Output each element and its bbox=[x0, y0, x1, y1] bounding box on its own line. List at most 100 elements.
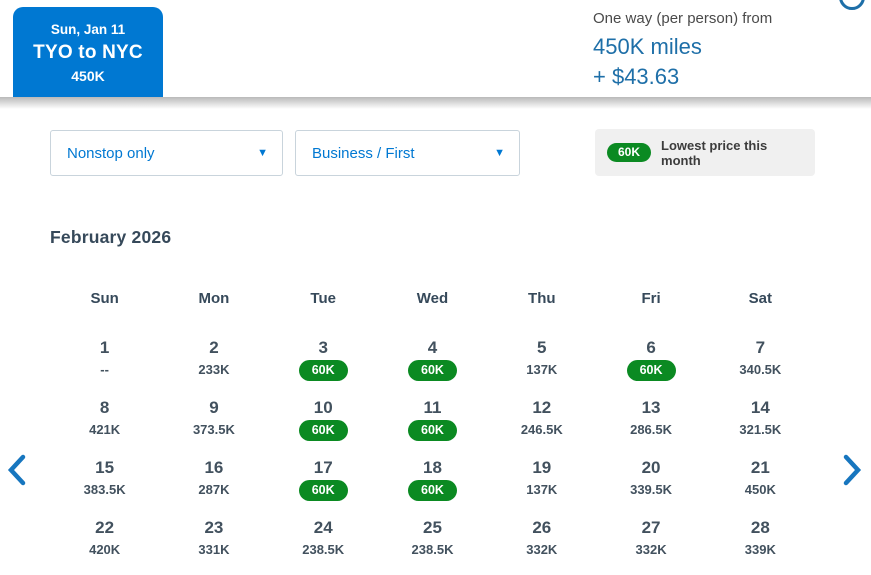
cabin-filter-dropdown[interactable]: Business / First ▼ bbox=[295, 130, 520, 176]
calendar-day-cell[interactable]: 25 238.5K bbox=[378, 517, 487, 575]
fare-taxes-value: + $43.63 bbox=[593, 64, 680, 89]
calendar-day-cell[interactable]: 11 60K bbox=[378, 397, 487, 457]
stops-filter-value: Nonstop only bbox=[67, 144, 155, 162]
header: Sun, Jan 11 TYO to NYC 450K One way (per… bbox=[0, 0, 871, 97]
day-number: 23 bbox=[204, 518, 224, 537]
chevron-down-icon: ▼ bbox=[494, 147, 505, 159]
day-fare: 421K bbox=[89, 422, 121, 437]
calendar-day-cell[interactable]: 27 332K bbox=[596, 517, 705, 575]
stops-filter-dropdown[interactable]: Nonstop only ▼ bbox=[50, 130, 283, 176]
day-fare: 286.5K bbox=[630, 422, 673, 437]
day-fare: 60K bbox=[408, 360, 457, 381]
day-number: 15 bbox=[95, 458, 115, 477]
day-number: 12 bbox=[532, 398, 552, 417]
day-fare: 60K bbox=[298, 480, 348, 501]
day-header-mon: Mon bbox=[198, 290, 230, 307]
day-number: 27 bbox=[641, 518, 661, 537]
day-number: 7 bbox=[755, 338, 766, 357]
calendar-day-cell[interactable]: 2 233K bbox=[159, 337, 268, 397]
day-number: 6 bbox=[646, 338, 656, 357]
day-number: 22 bbox=[95, 518, 115, 537]
day-number: 17 bbox=[313, 458, 333, 477]
day-number: 19 bbox=[532, 458, 552, 477]
calendar-day-cell[interactable]: 3 60K bbox=[269, 337, 378, 397]
previous-month-button[interactable] bbox=[4, 452, 30, 488]
day-fare: 373.5K bbox=[192, 422, 235, 437]
calendar-day-cell[interactable]: 15 383.5K bbox=[50, 457, 159, 517]
route-label: TYO to NYC bbox=[33, 42, 143, 63]
calendar-day-cell[interactable]: 28 339K bbox=[706, 517, 815, 575]
chevron-right-icon bbox=[839, 452, 865, 488]
calendar-day-cell[interactable]: 5 137K bbox=[487, 337, 596, 397]
day-number: 18 bbox=[423, 458, 442, 477]
chevron-left-icon bbox=[4, 452, 30, 488]
day-number: 8 bbox=[99, 398, 110, 417]
selected-date-label: Sun, Jan 11 bbox=[50, 22, 126, 37]
day-fare: 60K bbox=[408, 420, 457, 441]
month-title: February 2026 bbox=[50, 227, 172, 247]
day-number: 26 bbox=[532, 518, 552, 537]
cabin-filter-value: Business / First bbox=[312, 144, 415, 162]
calendar-day-cell[interactable]: 21 450K bbox=[706, 457, 815, 517]
calendar-day-cell[interactable]: 1 -- bbox=[50, 337, 159, 397]
calendar-day-cell[interactable]: 8 421K bbox=[50, 397, 159, 457]
calendar-day-cell[interactable]: 14 321.5K bbox=[706, 397, 815, 457]
day-header-sun: Sun bbox=[90, 290, 119, 307]
calendar-day-cell[interactable]: 16 287K bbox=[159, 457, 268, 517]
day-fare: 137K bbox=[526, 362, 558, 377]
day-fare: 383.5K bbox=[83, 482, 126, 497]
calendar-day-cell[interactable]: 20 339.5K bbox=[596, 457, 705, 517]
day-header-thu: Thu bbox=[528, 290, 556, 307]
day-header-tue: Tue bbox=[310, 290, 336, 307]
day-number: 9 bbox=[209, 398, 219, 417]
day-number: 10 bbox=[313, 398, 333, 417]
calendar-day-cell[interactable]: 9 373.5K bbox=[159, 397, 268, 457]
day-number: 14 bbox=[750, 398, 770, 417]
tab-price-label: 450K bbox=[71, 68, 105, 84]
calendar-day-cell[interactable]: 24 238.5K bbox=[269, 517, 378, 575]
calendar-day-cell[interactable]: 26 332K bbox=[487, 517, 596, 575]
day-number: 25 bbox=[423, 518, 442, 537]
calendar-day-cell[interactable]: 12 246.5K bbox=[487, 397, 596, 457]
calendar-day-cell[interactable]: 6 60K bbox=[596, 337, 705, 397]
calendar-day-cell[interactable]: 10 60K bbox=[269, 397, 378, 457]
calendar-day-cell[interactable]: 19 137K bbox=[487, 457, 596, 517]
day-fare: 332K bbox=[526, 542, 558, 557]
day-number: 21 bbox=[750, 458, 770, 477]
calendar-day-cell[interactable]: 17 60K bbox=[269, 457, 378, 517]
calendar-day-cell[interactable]: 13 286.5K bbox=[596, 397, 705, 457]
day-fare: 238.5K bbox=[411, 542, 454, 557]
day-fare: 450K bbox=[744, 482, 776, 497]
fare-summary-label: One way (per person) from bbox=[593, 10, 773, 27]
day-header-sat: Sat bbox=[748, 290, 773, 307]
day-number: 2 bbox=[209, 338, 219, 357]
cropped-circle-icon bbox=[839, 0, 865, 10]
fare-summary: One way (per person) from 450K miles + $… bbox=[593, 10, 772, 90]
fare-miles-value: 450K miles bbox=[593, 34, 702, 59]
day-fare: 60K bbox=[298, 420, 348, 441]
lowest-price-legend: 60K Lowest price this month bbox=[595, 129, 815, 176]
next-month-button[interactable] bbox=[839, 452, 865, 488]
day-fare: 331K bbox=[198, 542, 230, 557]
day-fare: 246.5K bbox=[520, 422, 563, 437]
calendar-day-cell[interactable]: 18 60K bbox=[378, 457, 487, 517]
day-number: 5 bbox=[537, 338, 547, 357]
lowest-price-badge: 60K bbox=[607, 142, 652, 163]
day-fare: 60K bbox=[408, 480, 457, 501]
calendar-day-cell[interactable]: 23 331K bbox=[159, 517, 268, 575]
calendar-day-cell[interactable]: 7 340.5K bbox=[706, 337, 815, 397]
day-number: 28 bbox=[750, 518, 770, 537]
day-fare: 340.5K bbox=[739, 362, 782, 377]
selected-date-tab[interactable]: Sun, Jan 11 TYO to NYC 450K bbox=[13, 7, 163, 97]
calendar-day-cell[interactable]: 22 420K bbox=[50, 517, 159, 575]
day-fare: 287K bbox=[198, 482, 230, 497]
calendar-day-cell[interactable]: 4 60K bbox=[378, 337, 487, 397]
day-fare: 339K bbox=[744, 542, 776, 557]
day-fare: 321.5K bbox=[739, 422, 782, 437]
day-fare: 60K bbox=[626, 360, 676, 381]
day-number: 4 bbox=[427, 338, 438, 357]
day-number: 1 bbox=[99, 338, 110, 357]
day-fare: 339.5K bbox=[630, 482, 673, 497]
day-number: 11 bbox=[423, 398, 442, 417]
day-fare: 233K bbox=[198, 362, 230, 377]
